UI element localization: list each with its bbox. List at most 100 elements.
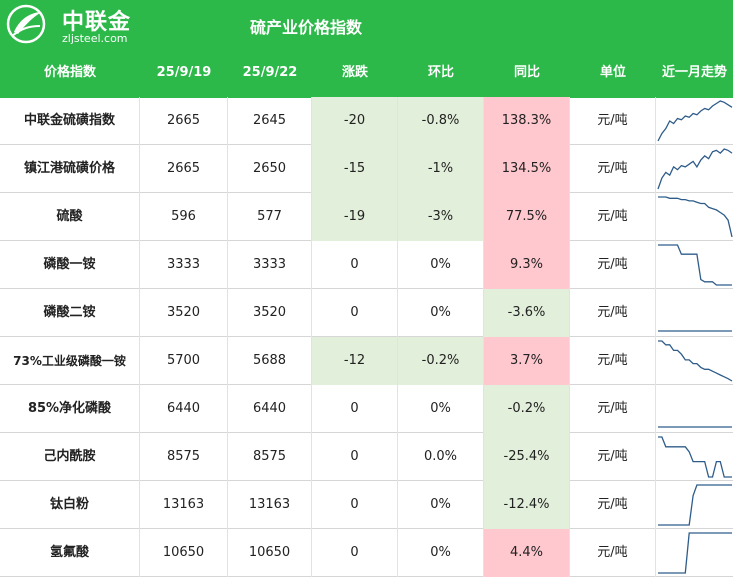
price-date-1: 596 [140, 193, 228, 241]
column-header-yoy: 同比 [513, 65, 540, 80]
title-bar: 中联金 zljsteel.com 硫产业价格指数 [0, 0, 733, 48]
unit-value: 元/吨 [570, 481, 656, 529]
yoy-value: -25.4% [484, 433, 570, 481]
yoy-value: 4.4% [484, 529, 570, 577]
trend-line [657, 100, 733, 142]
table-row: 钛白粉 13163 13163 0 0% -12.4% 元/吨 [0, 481, 733, 529]
price-date-2: 2650 [228, 145, 312, 193]
change-value: 0 [312, 433, 398, 481]
change-value: 0 [312, 241, 398, 289]
leaf-logo-icon [6, 4, 46, 44]
unit-value: 元/吨 [570, 529, 656, 577]
table-row: 磷酸二铵 3520 3520 0 0% -3.6% 元/吨 [0, 289, 733, 337]
column-header-unit: 单位 [599, 65, 626, 80]
unit-value: 元/吨 [570, 289, 656, 337]
index-name: 磷酸二铵 [0, 289, 140, 337]
column-header-date-2: 25/9/22 [242, 65, 298, 80]
trend-sparkline [658, 244, 732, 286]
mom-value: 0% [398, 241, 484, 289]
change-value: 0 [312, 385, 398, 433]
change-value: 0 [312, 481, 398, 529]
brand-url[interactable]: zljsteel.com [62, 32, 128, 45]
yoy-value: 3.7% [484, 337, 570, 385]
yoy-value: -12.4% [484, 481, 570, 529]
change-value: 0 [312, 529, 398, 577]
trend-sparkline [658, 330, 732, 332]
price-date-1: 2665 [140, 145, 228, 193]
mom-value: 0% [398, 481, 484, 529]
price-date-1: 13163 [140, 481, 228, 529]
change-value: -15 [312, 145, 398, 193]
trend-sparkline [657, 148, 733, 190]
index-name: 氢氟酸 [0, 529, 140, 577]
index-name: 中联金硫磺指数 [0, 97, 140, 145]
unit-value: 元/吨 [570, 385, 656, 433]
page-title: 硫产业价格指数 [250, 18, 363, 37]
yoy-value: 9.3% [484, 241, 570, 289]
mom-value: 0% [398, 289, 484, 337]
yoy-value: -3.6% [484, 289, 570, 337]
yoy-value: -0.2% [484, 385, 570, 433]
table-row: 硫酸 596 577 -19 -3% 77.5% 元/吨 [0, 193, 733, 241]
yoy-value: 77.5% [484, 193, 570, 241]
trend-sparkline [658, 340, 733, 382]
mom-value: -0.8% [398, 97, 484, 145]
trend-line [658, 436, 732, 478]
unit-value: 元/吨 [570, 97, 656, 145]
trend-sparkline [657, 100, 733, 142]
column-header-mom: 环比 [427, 65, 454, 80]
trend-sparkline [658, 436, 732, 478]
table-row: 己内酰胺 8575 8575 0 0.0% -25.4% 元/吨 [0, 433, 733, 481]
trend-line [658, 340, 733, 382]
trend-line [657, 148, 733, 190]
yoy-value: 134.5% [484, 145, 570, 193]
unit-value: 元/吨 [570, 433, 656, 481]
table-row: 85%净化磷酸 6440 6440 0 0% -0.2% 元/吨 [0, 385, 733, 433]
price-date-2: 6440 [228, 385, 312, 433]
table-row: 中联金硫磺指数 2665 2645 -20 -0.8% 138.3% 元/吨 [0, 97, 733, 145]
trend-sparkline [658, 484, 732, 526]
table-header: 价格指数 25/9/19 25/9/22 涨跌 环比 同比 单位 近一月走势 [0, 48, 733, 98]
trend-line [658, 532, 732, 574]
price-date-1: 2665 [140, 97, 228, 145]
change-value: -19 [312, 193, 398, 241]
index-name: 钛白粉 [0, 481, 140, 529]
column-header-date-1: 25/9/19 [156, 65, 212, 80]
index-name: 硫酸 [0, 193, 140, 241]
change-value: 0 [312, 289, 398, 337]
column-header-trend: 近一月走势 [661, 65, 727, 80]
mom-value: -1% [398, 145, 484, 193]
price-date-2: 5688 [228, 337, 312, 385]
table-row: 磷酸一铵 3333 3333 0 0% 9.3% 元/吨 [0, 241, 733, 289]
price-date-2: 3520 [228, 289, 312, 337]
mom-value: -0.2% [398, 337, 484, 385]
brand-logo: 中联金 zljsteel.com [4, 2, 154, 46]
price-date-1: 10650 [140, 529, 228, 577]
column-header-change: 涨跌 [341, 65, 368, 80]
trend-sparkline [658, 426, 732, 428]
change-value: -20 [312, 97, 398, 145]
yoy-value: 138.3% [484, 97, 570, 145]
unit-value: 元/吨 [570, 241, 656, 289]
mom-value: 0% [398, 529, 484, 577]
change-value: -12 [312, 337, 398, 385]
trend-line [658, 484, 732, 526]
trend-sparkline [658, 196, 733, 238]
index-name: 磷酸一铵 [0, 241, 140, 289]
trend-sparkline [658, 532, 732, 574]
index-name: 己内酰胺 [0, 433, 140, 481]
unit-value: 元/吨 [570, 145, 656, 193]
price-date-2: 13163 [228, 481, 312, 529]
price-date-2: 2645 [228, 97, 312, 145]
column-header-index-name: 价格指数 [43, 65, 96, 80]
unit-value: 元/吨 [570, 337, 656, 385]
price-date-1: 8575 [140, 433, 228, 481]
mom-value: 0% [398, 385, 484, 433]
trend-line [658, 196, 733, 238]
mom-value: -3% [398, 193, 484, 241]
price-date-2: 3333 [228, 241, 312, 289]
index-name: 镇江港硫磺价格 [0, 145, 140, 193]
mom-value: 0.0% [398, 433, 484, 481]
table-row: 氢氟酸 10650 10650 0 0% 4.4% 元/吨 [0, 529, 733, 577]
